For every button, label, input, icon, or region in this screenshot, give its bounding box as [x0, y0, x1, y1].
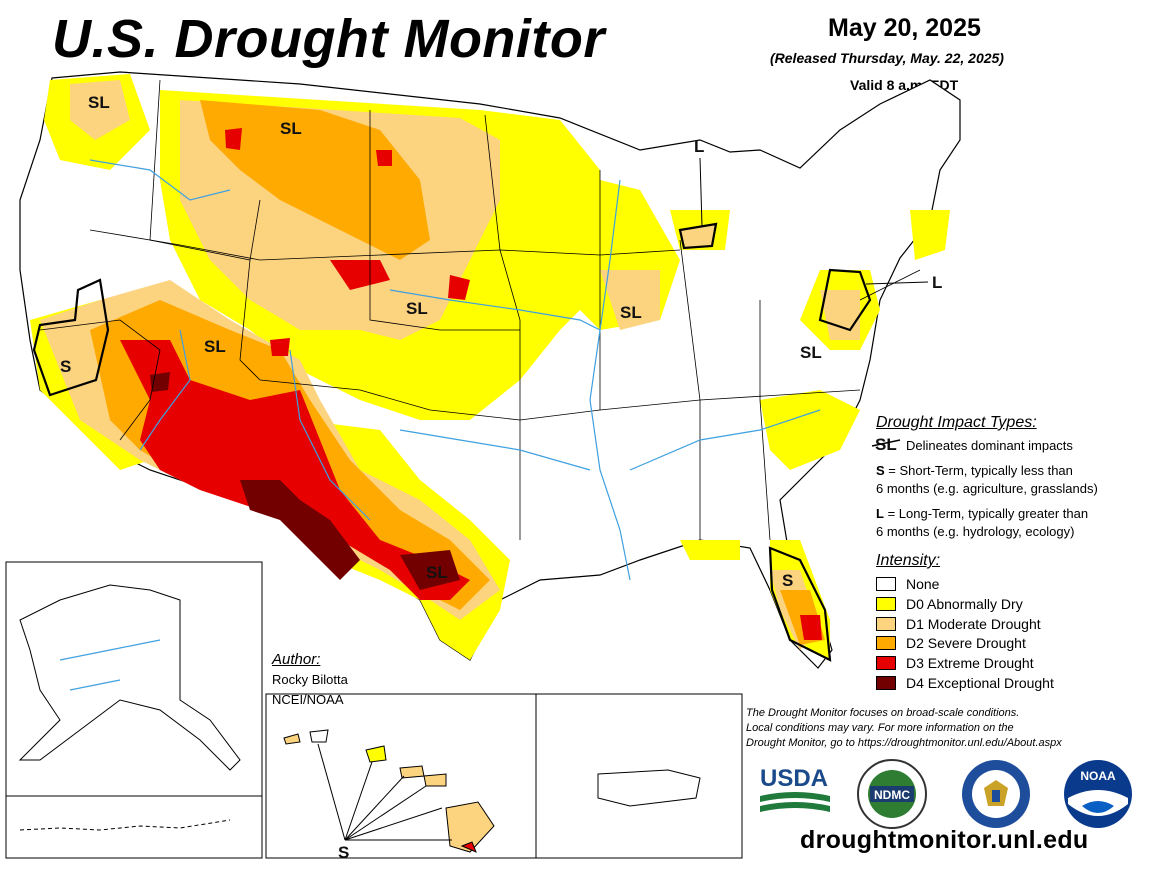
legend-swatch-d1	[876, 616, 896, 631]
impact-symbol-description: Delineates dominant impacts	[906, 438, 1073, 453]
legend-impact-symbol: SL	[875, 435, 897, 454]
d3-extreme-drought-areas	[120, 128, 822, 640]
legend-label-d3: D3 Extreme Drought	[906, 654, 1034, 671]
impact-long-term-text: = Long-Term, typically greater than	[883, 506, 1089, 521]
disclaimer-line-1: The Drought Monitor focuses on broad-sca…	[746, 707, 1020, 719]
hawaii-inset-frame	[265, 693, 537, 859]
impact-short-term: S = Short-Term, typically less than 6 mo…	[876, 462, 1098, 498]
legend-item-d2: D2 Severe Drought	[876, 634, 1026, 651]
legend-swatch-d3	[876, 655, 896, 670]
impact-label-l-northeast: L	[932, 273, 942, 292]
page-title: U.S. Drought Monitor	[52, 9, 605, 69]
impact-long-term: L = Long-Term, typically greater than 6 …	[876, 505, 1088, 541]
legend-swatch-none	[876, 576, 896, 591]
noaa-logo-text: NOAA	[1080, 769, 1116, 783]
map-date: May 20, 2025	[828, 14, 981, 42]
alaska-shape	[18, 584, 241, 771]
legend-label-d0: D0 Abnormally Dry	[906, 595, 1023, 612]
legend-swatch-d0	[876, 596, 896, 611]
usda-logo-text: USDA	[760, 765, 828, 792]
ndmc-logo: NDMC	[856, 758, 928, 835]
author-org: NCEI/NOAA	[272, 692, 344, 707]
impact-short-term-text: = Short-Term, typically less than	[884, 463, 1073, 478]
legend-impact-line	[871, 439, 901, 447]
alaska-rivers	[59, 639, 161, 691]
legend-item-d0: D0 Abnormally Dry	[876, 595, 1023, 612]
legend-item-d1: D1 Moderate Drought	[876, 615, 1041, 632]
legend-label-d1: D1 Moderate Drought	[906, 615, 1041, 632]
aleutian-islands	[19, 819, 231, 831]
author-title: Author:	[272, 651, 321, 668]
impact-label-s-florida: S	[782, 571, 793, 590]
hawaii-islands	[283, 729, 495, 853]
noaa-logo: NOAA	[1062, 758, 1134, 835]
impact-boundaries	[32, 222, 872, 662]
impact-label-s-california: S	[60, 357, 71, 376]
usda-logo: USDA	[758, 758, 832, 825]
impact-short-term-symbol: S	[876, 463, 885, 478]
author-name: Rocky Bilotta	[272, 672, 348, 687]
disclaimer-line-2: Local conditions may vary. For more info…	[746, 722, 1014, 734]
legend-label-d4: D4 Exceptional Drought	[906, 674, 1054, 691]
legend-label-none: None	[906, 575, 940, 592]
ndmc-logo-text: NDMC	[874, 788, 910, 802]
disclaimer: The Drought Monitor focuses on broad-sca…	[746, 706, 1146, 751]
leader-line-michigan	[699, 157, 703, 227]
impact-label-sl-plains: SL	[406, 299, 428, 318]
impact-long-term-symbol: L	[876, 506, 884, 521]
legend-swatch-d2	[876, 635, 896, 650]
hawaii-leader-lines	[317, 743, 452, 841]
release-date: (Released Thursday, May. 22, 2025)	[770, 50, 1004, 66]
impact-label-sl-northwest: SL	[88, 93, 110, 112]
rivers	[89, 159, 821, 581]
legend-label-d2: D2 Severe Drought	[906, 634, 1026, 651]
website-url[interactable]: droughtmonitor.unl.edu	[800, 826, 1089, 854]
impact-label-s-hawaii: S	[338, 843, 349, 862]
state-boundaries	[39, 79, 921, 541]
legend-item-d3: D3 Extreme Drought	[876, 654, 1034, 671]
impact-label-sl-north: SL	[280, 119, 302, 138]
department-of-commerce-logo	[960, 758, 1032, 835]
impact-label-sl-utah: SL	[204, 337, 226, 356]
puerto-rico-shape	[597, 769, 701, 807]
impact-types-title: Drought Impact Types:	[876, 414, 1037, 431]
disclaimer-line-3: Drought Monitor, go to https://droughtmo…	[746, 737, 1062, 749]
impact-label-sl-midwest: SL	[620, 303, 642, 322]
legend-swatch-d4	[876, 675, 896, 690]
impact-label-l-michigan: L	[694, 137, 704, 156]
leader-line-northeast	[865, 281, 929, 285]
legend-item-d4: D4 Exceptional Drought	[876, 674, 1054, 691]
legend-item-none: None	[876, 575, 939, 592]
impact-short-term-detail: 6 months (e.g. agriculture, grasslands)	[876, 481, 1098, 496]
impact-label-sl-texas: SL	[426, 563, 448, 582]
impact-label-sl-virginia: SL	[800, 343, 822, 362]
impact-long-term-detail: 6 months (e.g. hydrology, ecology)	[876, 524, 1075, 539]
intensity-title: Intensity:	[876, 552, 941, 569]
